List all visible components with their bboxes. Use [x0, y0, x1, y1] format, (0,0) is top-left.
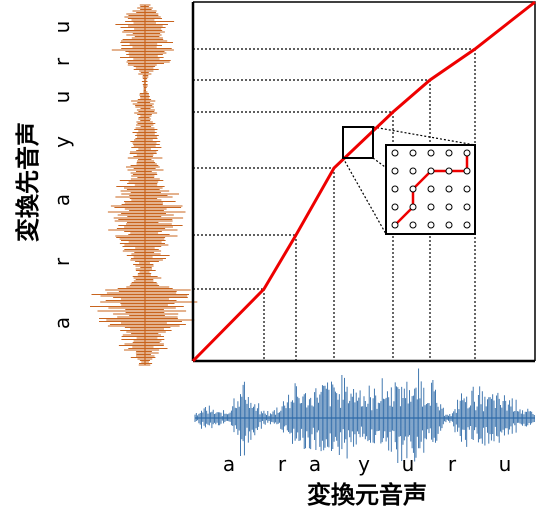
source-phoneme-a1: a — [223, 452, 235, 476]
inset-grid-node — [409, 167, 417, 175]
inset-grid-node — [427, 167, 435, 175]
target-waveform-trace — [90, 4, 198, 366]
inset-grid-node — [445, 149, 453, 157]
target-phoneme-r1: r — [50, 257, 74, 266]
target-waveform — [90, 4, 198, 366]
source-phoneme-r2: r — [448, 452, 457, 476]
target-phoneme-a1: a — [50, 317, 74, 329]
inset-grid-node — [391, 185, 399, 193]
inset-grid-node — [463, 221, 471, 229]
inset-grid-node — [463, 167, 471, 175]
inset-grid-node — [409, 185, 417, 193]
target-phoneme-r2: r — [50, 57, 74, 66]
source-phoneme-r1: r — [278, 452, 287, 476]
inset-grid-node — [445, 185, 453, 193]
target-phoneme-labels: a r a y u r u — [50, 21, 74, 329]
source-phoneme-y: y — [358, 452, 370, 476]
zoom-inset-grid — [391, 149, 471, 229]
target-phoneme-u1: u — [50, 91, 74, 104]
inset-grid-node — [391, 149, 399, 157]
source-waveform-trace — [194, 368, 535, 463]
inset-grid-node — [445, 167, 453, 175]
inset-grid-node — [445, 203, 453, 211]
source-axis-title: 変換元音声 — [307, 481, 427, 509]
target-phoneme-u2: u — [50, 21, 74, 34]
inset-grid-node — [409, 149, 417, 157]
inset-grid-node — [445, 221, 453, 229]
inset-grid-node — [463, 203, 471, 211]
target-phoneme-a2: a — [50, 194, 74, 206]
inset-grid-node — [427, 185, 435, 193]
target-phoneme-y: y — [50, 136, 74, 148]
inset-grid-node — [427, 221, 435, 229]
inset-grid-node — [391, 221, 399, 229]
inset-grid-node — [463, 185, 471, 193]
zoom-inset — [385, 144, 476, 235]
inset-grid-node — [409, 203, 417, 211]
inset-grid-node — [391, 167, 399, 175]
inset-grid-node — [463, 149, 471, 157]
inset-grid-node — [409, 221, 417, 229]
inset-grid-node — [427, 203, 435, 211]
horizontal-guides — [193, 48, 475, 290]
source-phoneme-u2: u — [499, 452, 512, 476]
source-phoneme-u1: u — [402, 452, 415, 476]
target-axis-title: 変換先音声 — [14, 122, 42, 242]
zoom-region-box — [342, 126, 374, 159]
source-waveform — [194, 368, 535, 463]
alignment-plot — [191, 0, 536, 363]
inset-grid-node — [391, 203, 399, 211]
alignment-path — [191, 0, 536, 363]
source-phoneme-labels: a r a y u r u — [223, 452, 511, 476]
inset-grid-node — [427, 149, 435, 157]
source-phoneme-a2: a — [309, 452, 321, 476]
